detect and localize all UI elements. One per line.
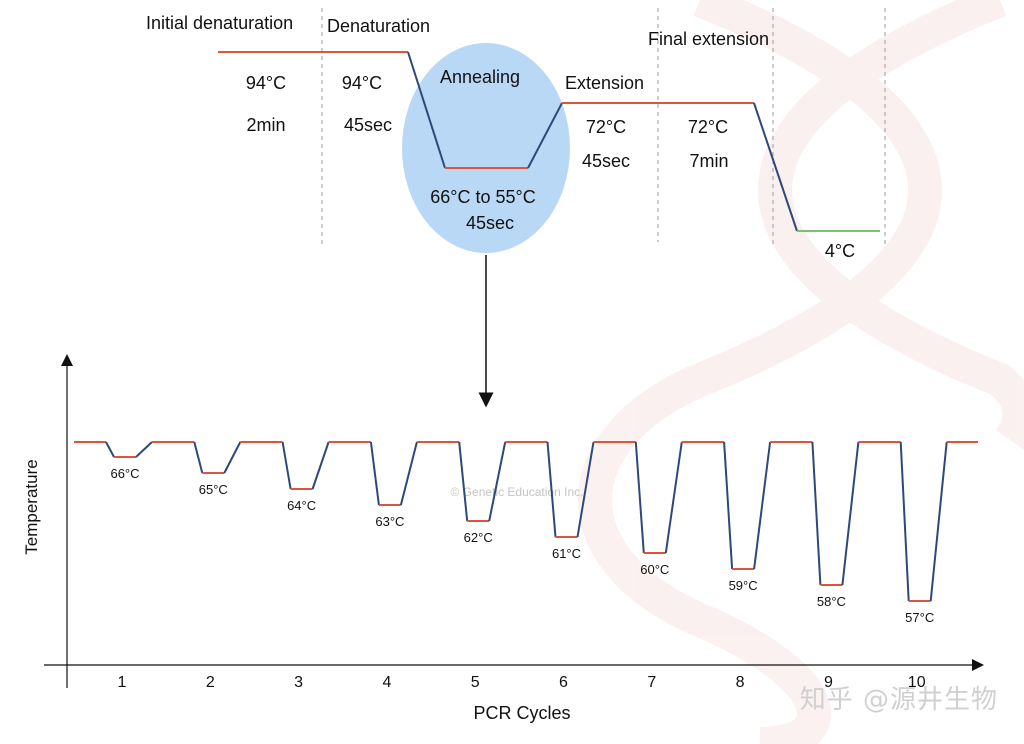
credit-text: © Genetic Education Inc. [451,485,584,499]
annealing-ellipse [402,43,570,253]
temp-final-extension: 72°C [688,117,728,137]
ramp-down-segment [723,441,734,570]
cycle-ticks: 1 2 3 4 5 6 7 8 9 10 [118,674,926,691]
annealing-temp-label: 64°C [287,498,316,513]
annealing-temp-label: 63°C [375,514,404,529]
temperature-trace [74,441,978,602]
ramp-up-segment [399,441,418,506]
ramp-down-segment [281,441,292,490]
cycle-tick-label: 6 [559,674,568,691]
cycle-tick-label: 5 [471,674,480,691]
ramp-down-segment [811,441,822,586]
ramp-down-segment [193,441,204,474]
cycle-chart: Temperature PCR Cycles © Genetic Educati… [22,354,984,723]
ramp-down-segment [458,441,469,522]
step-name-denaturation: Denaturation [327,16,430,36]
y-axis-label: Temperature [22,459,41,554]
time-initial-denaturation: 2min [246,115,285,135]
cycle-tick-label: 1 [118,674,127,691]
ramp-up-segment [664,441,683,554]
step-name-initial-denaturation: Initial denaturation [146,13,293,33]
step-name-final-extension: Final extension [648,29,769,49]
watermark-text: 知乎 @源井生物 [799,685,998,715]
dna-helix-watermark [578,0,1024,744]
ramp-down-segment [634,441,645,554]
cycle-tick-label: 10 [908,674,926,691]
cycle-tick-label: 8 [736,674,745,691]
step-name-extension: Extension [565,73,644,93]
annealing-temp-labels: 66°C 65°C 64°C 63°C 62°C 61°C 60°C 59°C 58°C 57°C [110,466,934,625]
ramp-down-segment [105,441,115,458]
annealing-temp-label: 65°C [199,482,228,497]
ramp-up-segment [753,441,772,570]
ramp-down [407,51,446,169]
temp-hold: 4°C [825,241,855,261]
cycle-tick-label: 9 [824,674,833,691]
ramp-up [527,102,563,169]
annealing-temp-label: 58°C [817,594,846,609]
ramp-up-segment [135,441,153,458]
ramp-up-segment [841,441,860,586]
annealing-temp-label: 59°C [729,578,758,593]
temp-extension: 72°C [586,117,626,137]
temp-denaturation: 94°C [342,73,382,93]
step-name-annealing: Annealing [440,67,520,87]
annealing-temp-label: 57°C [905,610,934,625]
time-final-extension: 7min [689,151,728,171]
ramp-up-segment [223,441,242,474]
annealing-temp-label: 66°C [110,466,139,481]
ramp-down-final [753,102,798,232]
temp-annealing: 66°C to 55°C [430,187,535,207]
ramp-down-segment [546,441,557,538]
temp-initial-denaturation: 94°C [246,73,286,93]
annealing-temp-label: 61°C [552,546,581,561]
time-annealing: 45sec [466,213,514,233]
cycle-tick-label: 2 [206,674,215,691]
time-denaturation: 45sec [344,115,392,135]
cycle-tick-label: 7 [647,674,656,691]
cycle-tick-label: 4 [382,674,391,691]
ramp-up-segment [929,441,948,602]
ramp-down-segment [369,441,380,506]
time-extension: 45sec [582,151,630,171]
ramp-up-segment [311,441,330,490]
annealing-temp-label: 62°C [464,530,493,545]
ramp-up-segment [488,441,507,522]
annealing-temp-label: 60°C [640,562,669,577]
x-axis-label: PCR Cycles [473,703,570,723]
ramp-up-segment [576,441,595,538]
ramp-down-segment [899,441,910,602]
protocol-diagram: Initial denaturation Denaturation Anneal… [146,8,886,408]
cycle-tick-label: 3 [294,674,303,691]
